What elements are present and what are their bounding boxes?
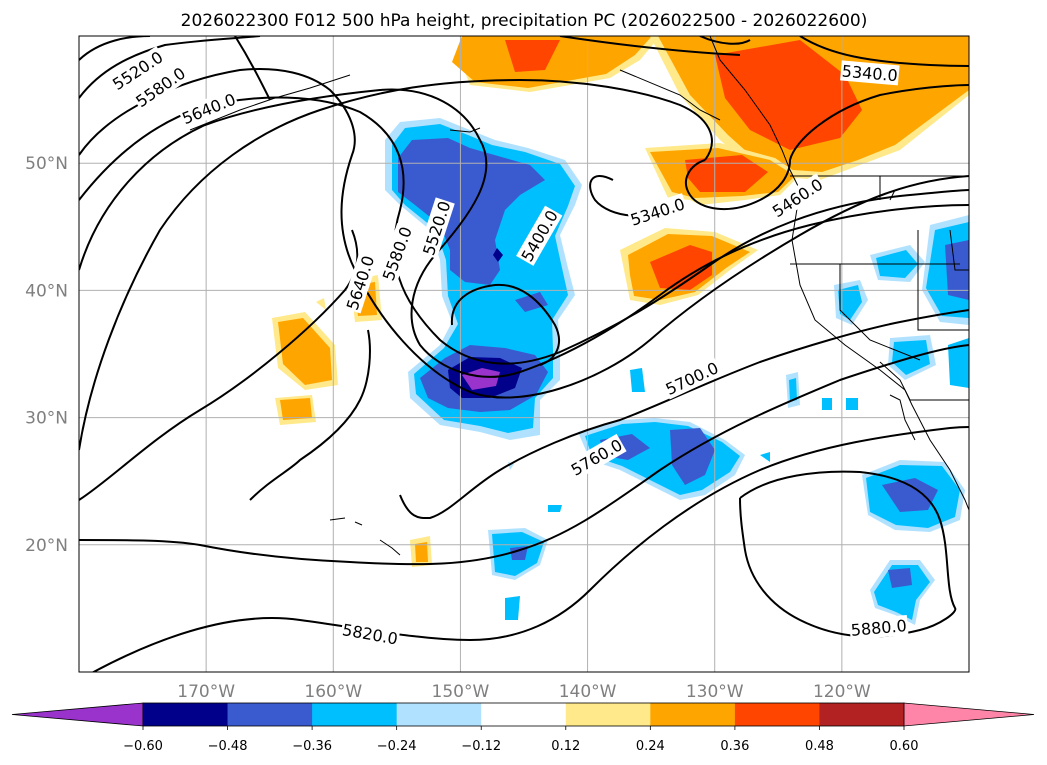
contour-label-halo bbox=[566, 433, 627, 481]
colorbar-tick-label: 0.24 bbox=[636, 739, 665, 754]
contour-label-halo bbox=[178, 88, 240, 129]
colorbar: −0.60 −0.48 −0.36 −0.24 −0.12 0.12 0.24 0.36 0.4… bbox=[11, 702, 1035, 754]
colorbar-tick-label: −0.24 bbox=[377, 739, 417, 754]
colorbar-tick-label: 0.60 bbox=[890, 739, 919, 754]
colorbar-tick-label: 0.48 bbox=[805, 739, 834, 754]
lon-tick-label: 160°W bbox=[304, 682, 362, 702]
contour-label-text: 5880.0 bbox=[850, 616, 907, 640]
contour-label-halo bbox=[339, 618, 401, 649]
lon-tick-label: 130°W bbox=[686, 682, 744, 702]
colorbar-segment bbox=[650, 703, 736, 726]
colorbar-tick-label: −0.60 bbox=[123, 739, 163, 754]
colorbar-segment bbox=[227, 703, 313, 726]
map-frame bbox=[78, 35, 970, 673]
lon-tick-label: 150°W bbox=[432, 682, 490, 702]
colorbar-tick-label: −0.36 bbox=[292, 739, 332, 754]
colorbar-segment bbox=[312, 703, 398, 726]
lat-tick-label: 20°N bbox=[25, 536, 68, 556]
colorbar-tick-label: 0.12 bbox=[551, 739, 580, 754]
height-contours bbox=[79, 36, 969, 672]
colorbar-extend-high bbox=[903, 702, 1035, 727]
colorbar-tick-label: 0.36 bbox=[720, 739, 749, 754]
contour-label-text: 5340.0 bbox=[841, 61, 898, 85]
longitude-tick-labels: 170°W 160°W 150°W 140°W 130°W 120°W bbox=[177, 682, 871, 702]
lon-tick-label: 140°W bbox=[559, 682, 617, 702]
lon-tick-label: 170°W bbox=[177, 682, 235, 702]
colorbar-segment bbox=[481, 703, 567, 726]
colorbar-segment bbox=[565, 703, 651, 726]
colorbar-segment bbox=[819, 703, 905, 726]
contour-label-halo bbox=[107, 46, 168, 95]
colorbar-segment bbox=[734, 703, 820, 726]
colorbar-tick-label: −0.12 bbox=[461, 739, 501, 754]
contour-label-halo bbox=[840, 60, 900, 86]
colorbar-segment bbox=[143, 703, 229, 726]
contour-label: 5340.0 bbox=[840, 60, 900, 86]
contour-label-halo bbox=[130, 62, 190, 112]
contour-label: 5880.0 bbox=[848, 614, 909, 640]
figure-title: 2026022300 F012 500 hPa height, precipit… bbox=[181, 11, 868, 31]
lat-tick-label: 50°N bbox=[25, 154, 68, 174]
colorbar-segment bbox=[396, 703, 482, 726]
colorbar-frame bbox=[142, 702, 905, 727]
contour-label-halo bbox=[767, 173, 828, 222]
lat-tick-label: 40°N bbox=[25, 281, 68, 301]
contour-label: 5820.0 bbox=[339, 618, 401, 649]
contour-label-halo bbox=[626, 193, 689, 231]
lat-tick-label: 30°N bbox=[25, 409, 68, 429]
colorbar-extend-low bbox=[11, 702, 144, 727]
contour-label-halo bbox=[848, 614, 909, 640]
lon-tick-label: 120°W bbox=[813, 682, 871, 702]
latitude-tick-labels: 50°N 40°N 30°N 20°N bbox=[25, 154, 68, 556]
contour-label-halo bbox=[516, 205, 563, 266]
contour-label-halo bbox=[341, 252, 379, 314]
contour-label-halo bbox=[377, 222, 417, 285]
contour-label-halo bbox=[661, 356, 723, 400]
contour-label-halo bbox=[417, 197, 455, 259]
colorbar-tick-label: −0.48 bbox=[208, 739, 248, 754]
